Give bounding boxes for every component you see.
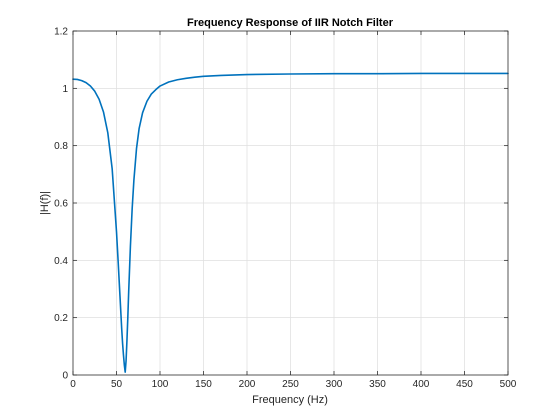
x-axis-label: Frequency (Hz) [252, 394, 328, 406]
y-tick-labels: 0 0.2 0.4 0.6 0.8 1 1.2 [54, 27, 68, 382]
x-tick-label: 150 [195, 379, 212, 390]
x-tick-label: 450 [456, 379, 473, 390]
y-tick-label: 0.6 [54, 199, 68, 210]
y-axis-label: |H(f)| [39, 191, 51, 215]
x-tick-label: 100 [152, 379, 169, 390]
y-tick-label: 0.4 [54, 256, 68, 267]
series-group [72, 72, 509, 373]
chart-title: Frequency Response of IIR Notch Filter [187, 17, 394, 29]
x-tick-label: 350 [369, 379, 386, 390]
series-line-magnitude-response [72, 72, 509, 373]
y-tick-label: 1.2 [54, 27, 68, 38]
tick-marks [72, 30, 509, 376]
x-tick-label: 500 [500, 379, 517, 390]
y-tick-label: 1 [62, 84, 68, 95]
x-tick-label: 0 [70, 379, 76, 390]
x-tick-label: 50 [111, 379, 123, 390]
x-tick-label: 300 [326, 379, 343, 390]
y-tick-label: 0.8 [54, 141, 68, 152]
x-tick-label: 250 [282, 379, 299, 390]
x-tick-labels: 0 50 100 150 200 250 300 350 400 450 500 [70, 379, 517, 390]
x-tick-label: 400 [413, 379, 430, 390]
y-tick-label: 0.2 [54, 313, 68, 324]
y-tick-label: 0 [62, 371, 68, 382]
x-tick-label: 200 [239, 379, 256, 390]
